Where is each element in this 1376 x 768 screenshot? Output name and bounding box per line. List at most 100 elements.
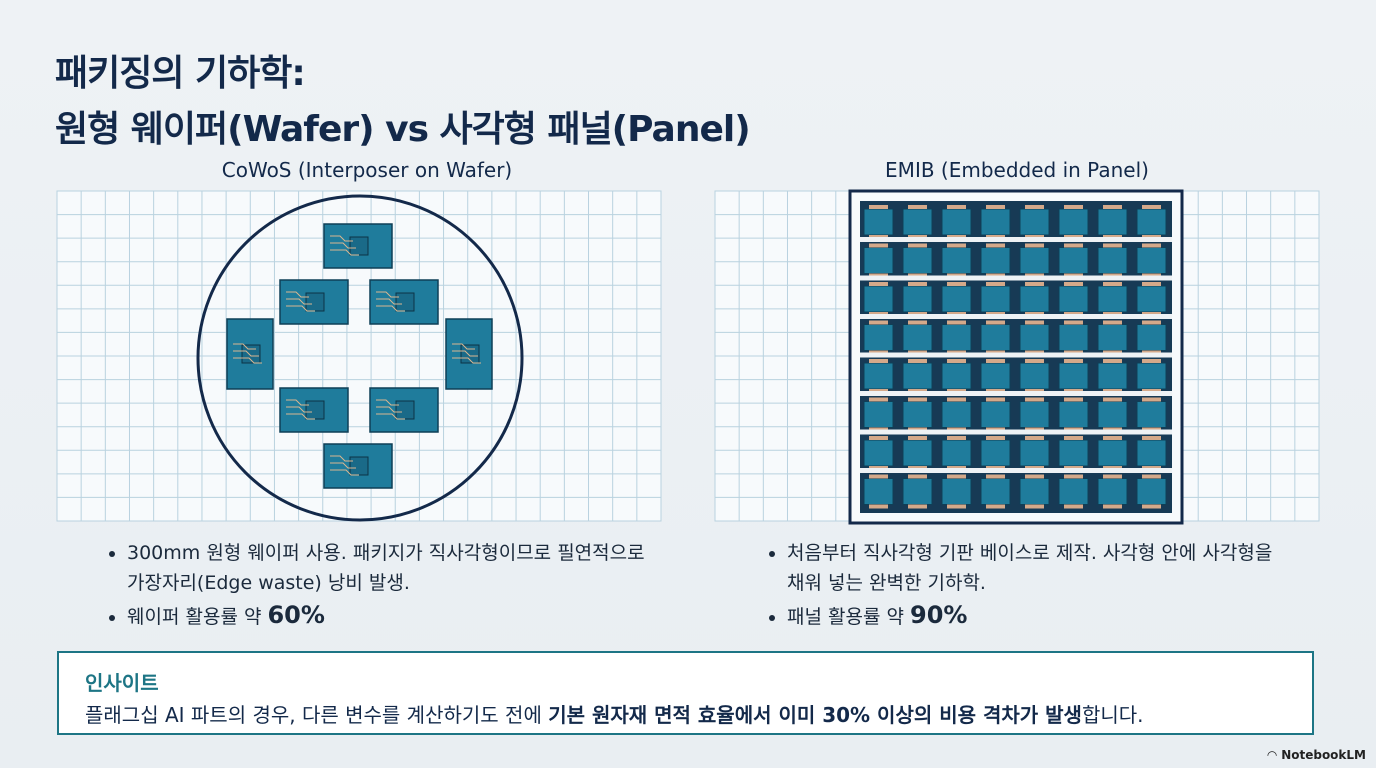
bridge (1064, 205, 1083, 209)
chip (1136, 439, 1167, 467)
bridge (1025, 436, 1044, 440)
chip (1136, 401, 1167, 428)
chip (323, 223, 393, 269)
chip (941, 362, 972, 390)
bridge (908, 474, 927, 479)
trace (376, 305, 405, 312)
title: 패키징의 기하학: (55, 53, 306, 94)
chip (902, 247, 933, 274)
bullet: 300mm 원형 웨이퍼 사용. 패키지가 직사각형이므로 필연적으로 가장자리… (127, 538, 645, 598)
chip (1058, 285, 1089, 313)
bridge (986, 436, 1005, 440)
chip (980, 285, 1011, 313)
chip (902, 401, 933, 428)
chip (941, 478, 972, 505)
bridge (947, 205, 966, 209)
bridge (947, 320, 966, 325)
caption: EMIB (Embedded in Panel) (885, 158, 1149, 182)
die (395, 400, 415, 420)
trace (286, 413, 315, 420)
chip (902, 324, 933, 351)
trace (233, 357, 262, 364)
bridge (1142, 359, 1161, 363)
bullet-bold: 90% (910, 601, 968, 629)
trace (376, 406, 402, 413)
chip (941, 247, 972, 274)
separator (860, 391, 1172, 396)
chip (902, 285, 933, 313)
bridge (986, 504, 1005, 509)
bridge (869, 243, 888, 248)
die (305, 400, 325, 420)
chip (1058, 401, 1089, 428)
bridge (1025, 359, 1044, 363)
bridge (1142, 243, 1161, 248)
chip (1097, 478, 1128, 505)
bridge (908, 320, 927, 325)
die (349, 236, 369, 256)
insight-title: 인사이트 (85, 671, 159, 695)
chip (1058, 478, 1089, 505)
trace (376, 298, 402, 305)
bridge (986, 474, 1005, 479)
bridge (1064, 474, 1083, 479)
chip (980, 401, 1011, 428)
chip (902, 362, 933, 390)
bridge (1064, 320, 1083, 325)
bridge (869, 504, 888, 509)
bridge (1064, 243, 1083, 248)
insight-text: 플래그십 AI 파트의 경우, 다른 변수를 계산하기도 전에 기본 원자재 면… (85, 699, 1144, 728)
trace (330, 235, 353, 242)
chip (1058, 439, 1089, 467)
insight-box: 인사이트 플래그십 AI 파트의 경우, 다른 변수를 계산하기도 전에 기본 … (57, 651, 1314, 735)
chip (279, 387, 349, 433)
bullet-text: 패널 활용률 약 (787, 606, 910, 628)
chip (902, 478, 933, 505)
bridge (1025, 282, 1044, 286)
chip (941, 439, 972, 467)
bridge (947, 359, 966, 363)
trace (330, 462, 356, 469)
bullet: 패널 활용률 약 90% (787, 600, 1285, 632)
bridge (947, 397, 966, 402)
bridge (869, 397, 888, 402)
separator (860, 429, 1172, 435)
bridge (1103, 205, 1122, 209)
bridge (1064, 436, 1083, 440)
chip (1136, 362, 1167, 390)
chip (1136, 247, 1167, 274)
caption: CoWoS (Interposer on Wafer) (221, 158, 513, 182)
chip (902, 208, 933, 236)
chip (1019, 401, 1050, 428)
chip (1058, 247, 1089, 274)
chip (1019, 208, 1050, 236)
trace (233, 350, 259, 357)
bridge (869, 320, 888, 325)
bridge (1142, 282, 1161, 286)
bridge (1103, 436, 1122, 440)
bridge (1064, 504, 1083, 509)
trace (330, 455, 353, 462)
chip (863, 362, 894, 390)
bridge (1142, 436, 1161, 440)
trace (286, 305, 315, 312)
trace (330, 249, 359, 256)
bridge (1103, 282, 1122, 286)
chip (863, 208, 894, 236)
bridge (986, 243, 1005, 248)
bridge (1025, 397, 1044, 402)
chip (863, 247, 894, 274)
chip (1136, 324, 1167, 351)
chip (1019, 362, 1050, 390)
chip (1136, 478, 1167, 505)
chip (980, 247, 1011, 274)
title: 원형 웨이퍼(Wafer) vs 사각형 패널(Panel) (55, 109, 751, 150)
bridge (869, 436, 888, 440)
bridge (908, 282, 927, 286)
bridge (908, 243, 927, 248)
bridge (986, 282, 1005, 286)
trace (286, 406, 312, 413)
chip (1097, 247, 1128, 274)
chip (1019, 285, 1050, 313)
